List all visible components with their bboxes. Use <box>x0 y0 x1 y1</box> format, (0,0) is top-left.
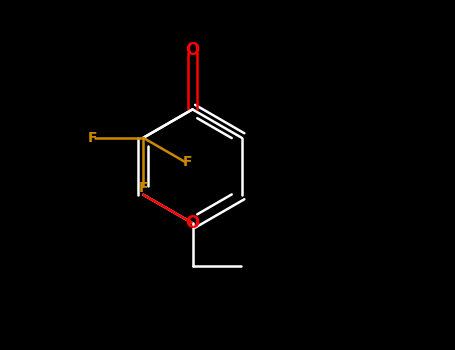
Text: F: F <box>182 155 192 169</box>
Text: O: O <box>185 214 200 232</box>
Text: F: F <box>88 131 97 145</box>
Text: O: O <box>185 41 200 59</box>
Text: F: F <box>138 181 148 195</box>
